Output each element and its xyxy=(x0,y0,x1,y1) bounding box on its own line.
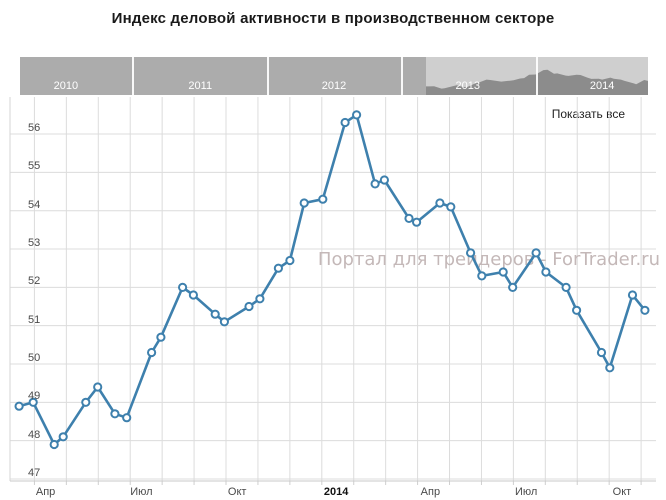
data-point-marker[interactable] xyxy=(122,413,132,423)
navigator-year-label: 2010 xyxy=(53,80,79,92)
data-point-marker[interactable] xyxy=(561,282,571,292)
y-axis-label: 51 xyxy=(28,313,41,326)
data-point-marker[interactable] xyxy=(605,363,615,373)
navigator-year-separator xyxy=(132,57,135,95)
x-axis-label: Окт xyxy=(612,486,632,498)
x-axis-label: Июл xyxy=(514,486,538,498)
data-point-marker[interactable] xyxy=(255,294,265,304)
data-point-marker[interactable] xyxy=(244,301,254,312)
data-point-marker[interactable] xyxy=(49,439,59,450)
y-axis-label: 53 xyxy=(28,237,41,250)
data-point-marker[interactable] xyxy=(58,432,68,442)
y-axis-label: 50 xyxy=(28,352,41,364)
navigator-year-separator xyxy=(267,57,270,95)
data-point-marker[interactable] xyxy=(404,213,414,223)
data-point-marker[interactable] xyxy=(572,305,582,315)
navigator-year-separator xyxy=(535,57,538,95)
data-point-marker[interactable] xyxy=(318,194,328,204)
x-axis-label: 2014 xyxy=(323,486,349,498)
y-axis-label: 48 xyxy=(28,428,41,441)
data-point-marker[interactable] xyxy=(81,397,91,407)
data-point-marker[interactable] xyxy=(340,117,350,128)
navigator-year-separator xyxy=(401,57,404,95)
data-point-marker[interactable] xyxy=(446,202,456,212)
data-point-marker[interactable] xyxy=(412,217,422,227)
y-axis-label: 55 xyxy=(28,160,41,173)
chart-title: Индекс деловой активности в производстве… xyxy=(111,10,555,27)
data-point-marker[interactable] xyxy=(28,397,38,407)
x-axis-label: Окт xyxy=(227,486,247,498)
navigator-mask[interactable] xyxy=(20,57,426,95)
data-point-marker[interactable] xyxy=(435,198,445,208)
data-point-marker[interactable] xyxy=(219,317,229,327)
data-point-marker[interactable] xyxy=(156,332,166,342)
data-point-marker[interactable] xyxy=(299,198,309,208)
data-point-marker[interactable] xyxy=(188,290,198,300)
y-axis-label: 54 xyxy=(28,198,41,211)
data-point-marker[interactable] xyxy=(273,263,283,273)
data-point-marker[interactable] xyxy=(370,179,380,189)
data-point-marker[interactable] xyxy=(352,110,362,120)
x-axis-label: Июл xyxy=(130,486,153,498)
data-point-marker[interactable] xyxy=(466,248,476,258)
navigator-year-label: 2014 xyxy=(589,80,615,92)
data-point-marker[interactable] xyxy=(14,401,24,411)
data-point-marker[interactable] xyxy=(178,282,188,292)
data-point-marker[interactable] xyxy=(93,382,103,392)
series-line[interactable] xyxy=(17,113,647,446)
data-point-marker[interactable] xyxy=(147,347,157,358)
data-point-marker[interactable] xyxy=(508,282,518,292)
watermark-text: Портал для трейдеров - ForTrader.ru xyxy=(318,249,660,270)
data-point-marker[interactable] xyxy=(110,409,120,419)
navigator-year-label: 2012 xyxy=(321,80,347,92)
data-point-marker[interactable] xyxy=(627,290,638,300)
data-point-marker[interactable] xyxy=(210,309,220,319)
data-point-marker[interactable] xyxy=(596,347,607,358)
data-point-marker[interactable] xyxy=(640,305,650,315)
y-axis-label: 47 xyxy=(28,467,41,479)
data-point-marker[interactable] xyxy=(379,175,389,185)
data-point-marker[interactable] xyxy=(531,248,541,258)
show-all-button[interactable]: Показать все xyxy=(551,107,625,121)
y-axis-label: 52 xyxy=(28,275,41,288)
data-point-marker[interactable] xyxy=(498,267,508,277)
data-point-marker[interactable] xyxy=(285,255,295,266)
data-point-marker[interactable] xyxy=(477,271,487,281)
navigator-year-label: 2011 xyxy=(188,80,213,92)
y-axis-label: 56 xyxy=(28,122,41,135)
data-point-marker[interactable] xyxy=(541,267,551,277)
x-axis-label: Апр xyxy=(420,486,441,498)
navigator-year-label: 2013 xyxy=(455,80,480,92)
range-navigator[interactable]: 2010 2011 2012 2013 2014 xyxy=(20,57,648,95)
y-axis-label: 49 xyxy=(28,390,41,403)
x-axis-label: Апр xyxy=(35,486,56,498)
